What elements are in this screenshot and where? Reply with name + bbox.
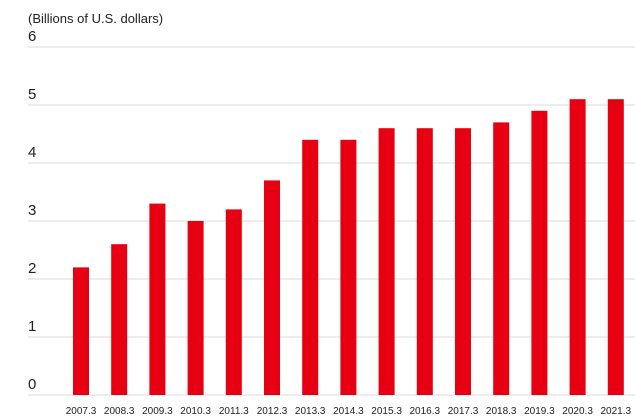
x-tick-label: 2021.3 (601, 406, 632, 417)
bars (73, 99, 624, 396)
x-tick-label: 2011.3 (219, 406, 249, 417)
bar-2009.3 (149, 203, 166, 395)
x-tick-label: 2020.3 (562, 406, 593, 417)
bar-2008.3 (111, 244, 128, 395)
x-tick-label: 2019.3 (524, 406, 555, 417)
bar-2018.3 (493, 122, 510, 396)
x-tick-label: 2012.3 (257, 406, 288, 417)
bar-2007.3 (73, 267, 89, 395)
y-tick-label: 5 (28, 86, 36, 103)
x-tick-label: 2016.3 (410, 406, 441, 417)
y-axis-unit-label: (Billions of U.S. dollars) (28, 11, 163, 26)
x-axis-tick-labels: 2007.3 2008.3 2009.3 2010.3 2011.3 2012.3 2013… (66, 406, 632, 417)
bar-2013.3 (302, 139, 319, 395)
bar-2020.3 (569, 99, 586, 395)
gridlines (28, 46, 635, 396)
bar-2016.3 (416, 128, 433, 395)
y-tick-label: 1 (28, 318, 36, 335)
x-tick-label: 2018.3 (486, 406, 517, 417)
bar-2011.3 (225, 209, 242, 395)
y-tick-label: 6 (28, 28, 36, 45)
x-tick-label: 2008.3 (104, 406, 135, 417)
bar-2012.3 (264, 180, 280, 395)
bar-2010.3 (187, 221, 204, 395)
y-tick-label: 2 (28, 260, 36, 277)
x-tick-label: 2010.3 (180, 406, 211, 417)
bar-2021.3 (607, 99, 624, 395)
x-tick-label: 2017.3 (448, 406, 479, 417)
y-tick-label: 0 (28, 376, 36, 393)
x-tick-label: 2013.3 (295, 406, 326, 417)
x-tick-label: 2009.3 (142, 406, 173, 417)
bar-2015.3 (378, 128, 395, 395)
x-tick-label: 2007.3 (66, 406, 97, 417)
bar-2014.3 (340, 139, 357, 395)
y-tick-label: 3 (28, 202, 36, 219)
x-tick-label: 2015.3 (371, 406, 402, 417)
x-tick-label: 2014.3 (333, 406, 364, 417)
bar-2017.3 (455, 128, 471, 395)
bar-2019.3 (531, 110, 548, 396)
y-tick-label: 4 (28, 144, 36, 161)
y-axis-tick-labels: 0 1 2 3 4 5 6 (28, 28, 36, 393)
